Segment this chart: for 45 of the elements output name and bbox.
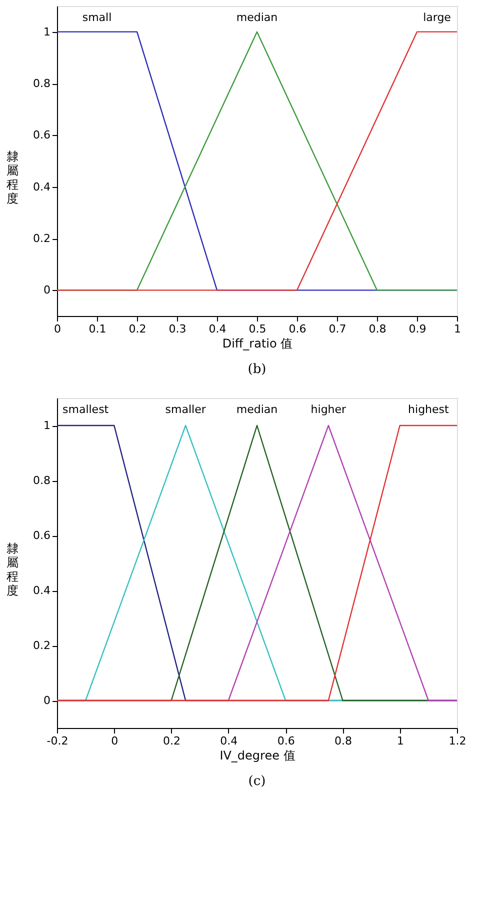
y-tick-label: 0.6 — [33, 529, 50, 542]
series-label: median — [236, 11, 278, 24]
x-tick-label: 0.6 — [277, 734, 295, 748]
series-label: smallest — [62, 403, 110, 416]
y-tick-label: 0.4 — [33, 180, 50, 194]
series-label: higher — [310, 403, 347, 416]
x-tick-label: 0 — [54, 322, 61, 336]
y-axis-title: 隸屬程度 — [6, 150, 18, 206]
x-tick-label: 0.2 — [128, 322, 146, 336]
y-tick-label: 0.4 — [33, 584, 50, 597]
x-tick-label: 0.6 — [288, 322, 306, 336]
series-label: small — [82, 11, 112, 24]
x-tick-label: 0.8 — [368, 322, 386, 336]
x-tick-label: 0.9 — [408, 322, 426, 336]
y-tick-label: 0.8 — [33, 474, 50, 487]
x-tick-label: 1 — [454, 322, 461, 336]
y-tick-label: 1 — [44, 25, 50, 38]
x-tick-label: 0.1 — [88, 322, 106, 336]
x-tick-label: 1 — [396, 734, 404, 748]
y-tick-label: 0 — [44, 284, 50, 297]
y-tick-label: 1 — [44, 419, 50, 432]
x-tick-label: 1.2 — [448, 734, 466, 748]
x-tick-label: 0.7 — [328, 322, 346, 336]
x-tick-label: 0.4 — [208, 322, 226, 336]
y-tick-label: 0 — [44, 694, 50, 707]
x-axis-title: IV_degree 值 — [220, 748, 296, 762]
y-tick-label: 0.2 — [33, 639, 50, 652]
x-tick-label: 0.3 — [168, 322, 186, 336]
x-tick-label: 0 — [111, 734, 118, 748]
series-label: median — [236, 403, 278, 416]
x-tick-label: -0.2 — [46, 734, 68, 748]
x-tick-label: 0.8 — [334, 734, 352, 748]
x-tick-label: 0.5 — [248, 322, 266, 336]
y-axis-title: 隸屬程度 — [6, 542, 18, 598]
x-tick-label: 0.2 — [163, 734, 181, 748]
x-axis-title: Diff_ratio 值 — [222, 336, 293, 350]
series-label: highest — [408, 403, 450, 416]
series-label: large — [423, 11, 452, 24]
x-tick-label: 0.4 — [220, 734, 238, 748]
text: (c) — [248, 774, 266, 789]
text: (b) — [248, 362, 266, 377]
y-tick-label: 0.8 — [33, 77, 50, 90]
series-label: smaller — [165, 403, 206, 416]
y-tick-label: 0.2 — [33, 232, 50, 245]
y-tick-label: 0.6 — [33, 128, 50, 142]
